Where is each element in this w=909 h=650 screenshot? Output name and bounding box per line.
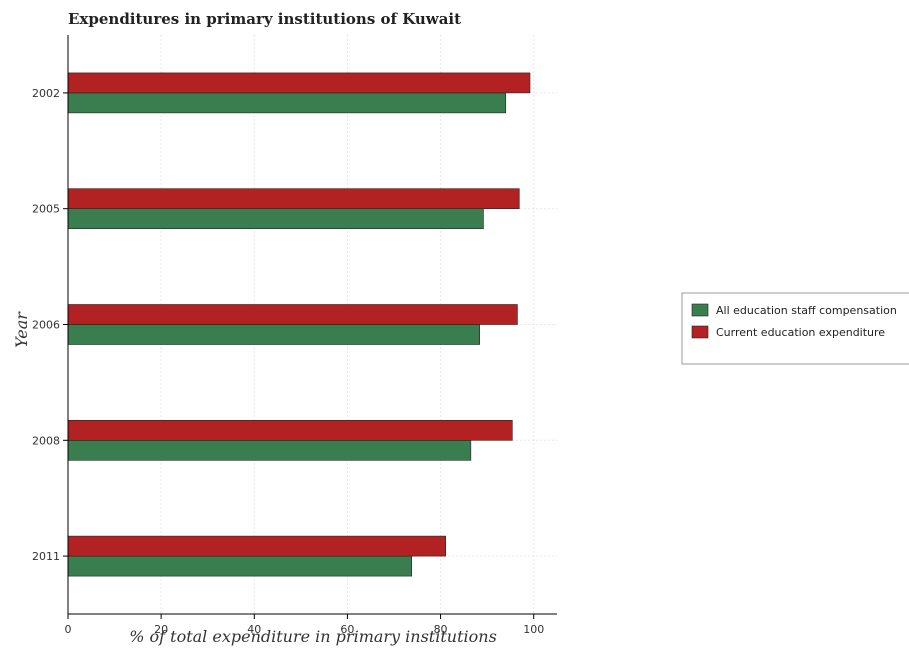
ticks: 0 20 40 60 80 100 2002 2005 2006 2008 2011 [32, 87, 544, 636]
legend-swatch-1 [691, 325, 709, 339]
bar-current-expenditure-2006 [67, 304, 518, 325]
bar-current-expenditure-2005 [67, 188, 520, 209]
bar-staff-compensation-2002 [67, 92, 507, 114]
legend-label-1: Current education expenditure [716, 326, 885, 339]
legend-swatch-0 [691, 303, 709, 317]
bar-staff-compensation-2005 [67, 208, 484, 229]
x-axis-label: % of total expenditure in primary instit… [129, 627, 497, 646]
bar-current-expenditure-2011 [67, 535, 446, 557]
legend-label-0: All education staff compensation [716, 304, 897, 317]
bar-current-expenditure-2002 [67, 72, 531, 94]
bar-staff-compensation-2006 [67, 324, 480, 345]
bar-current-expenditure-2008 [67, 419, 513, 441]
x-tick-label-2: 40 [247, 623, 261, 636]
x-tick-label-5: 100 [523, 623, 544, 636]
bar-staff-compensation-2008 [67, 439, 472, 461]
legend-box [681, 292, 909, 365]
y-tick-label-4: 2011 [32, 550, 60, 563]
y-tick-label-1: 2005 [32, 203, 60, 216]
legend: All education staff compensation Current … [681, 292, 909, 365]
chart-title: Expenditures in primary institutions of … [68, 10, 461, 28]
x-tick-label-3: 60 [340, 623, 354, 636]
bars [67, 72, 531, 577]
bar-staff-compensation-2011 [67, 555, 412, 577]
y-tick-label-0: 2002 [32, 87, 60, 100]
y-tick-label-3: 2008 [32, 434, 60, 447]
x-tick-label-0: 0 [65, 623, 72, 636]
x-tick-label-4: 80 [434, 623, 448, 636]
y-axis-label: Year [12, 311, 31, 348]
y-tick-label-2: 2006 [32, 319, 60, 332]
x-tick-label-1: 20 [154, 623, 168, 636]
